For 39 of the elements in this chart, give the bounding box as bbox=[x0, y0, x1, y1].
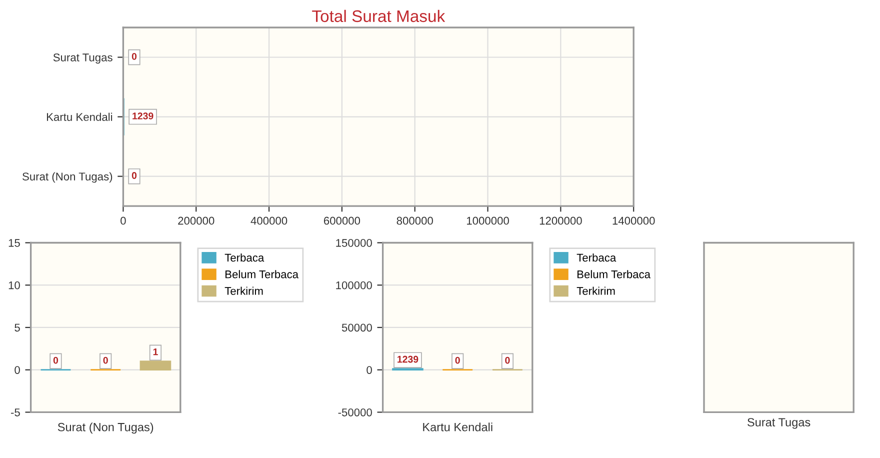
x-axis-title: Kartu Kendali bbox=[423, 422, 492, 432]
y-tick-label: 15 bbox=[8, 239, 20, 247]
chart-title: Total Surat Masuk bbox=[312, 10, 446, 22]
data-label: 0 bbox=[53, 356, 58, 364]
data-label: 0 bbox=[132, 172, 137, 179]
legend-label: Terkirim bbox=[576, 286, 615, 295]
data-label: 0 bbox=[455, 356, 460, 364]
legend-label: Belum Terbaca bbox=[226, 270, 298, 278]
y-tick-label: 50000 bbox=[342, 324, 372, 332]
x-tick-label: 1200000 bbox=[540, 216, 582, 225]
data-label: 1239 bbox=[398, 356, 418, 363]
y-tick-label: 5 bbox=[14, 324, 20, 332]
legend-label: Belum Terbaca bbox=[578, 270, 650, 278]
y-tick-label: 0 bbox=[366, 366, 372, 374]
data-label: 0 bbox=[132, 52, 137, 60]
y-tick-label: Kartu Kendali bbox=[46, 112, 112, 121]
y-tick-label: 150000 bbox=[336, 239, 372, 247]
x-tick-label: 1000000 bbox=[466, 216, 509, 225]
x-tick-label: 400000 bbox=[250, 216, 288, 225]
legend-label: Terkirim bbox=[224, 286, 263, 295]
x-tick-label: 600000 bbox=[324, 216, 360, 225]
y-tick-label: 10 bbox=[8, 281, 20, 290]
x-tick-label: 800000 bbox=[396, 216, 433, 225]
legend-label: Terbaca bbox=[224, 253, 264, 262]
data-label: 1239 bbox=[132, 112, 154, 120]
x-tick-label: 1400000 bbox=[612, 216, 655, 225]
x-tick-label: 0 bbox=[120, 216, 126, 225]
data-label: 1 bbox=[153, 348, 158, 356]
data-label: 0 bbox=[505, 356, 510, 364]
y-tick-label: Surat Tugas bbox=[53, 54, 112, 64]
y-tick-label: Surat (Non Tugas) bbox=[22, 172, 112, 183]
legend-label: Terbaca bbox=[576, 253, 616, 262]
x-axis-title: Surat (Non Tugas) bbox=[58, 422, 154, 434]
y-tick-label: -50000 bbox=[338, 408, 372, 416]
y-tick-label: 100000 bbox=[336, 281, 372, 290]
y-tick-label: 0 bbox=[14, 366, 20, 374]
text: Surat Tugas bbox=[748, 418, 810, 429]
y-tick-label: -5 bbox=[11, 408, 20, 416]
x-tick-label: 200000 bbox=[178, 216, 214, 225]
